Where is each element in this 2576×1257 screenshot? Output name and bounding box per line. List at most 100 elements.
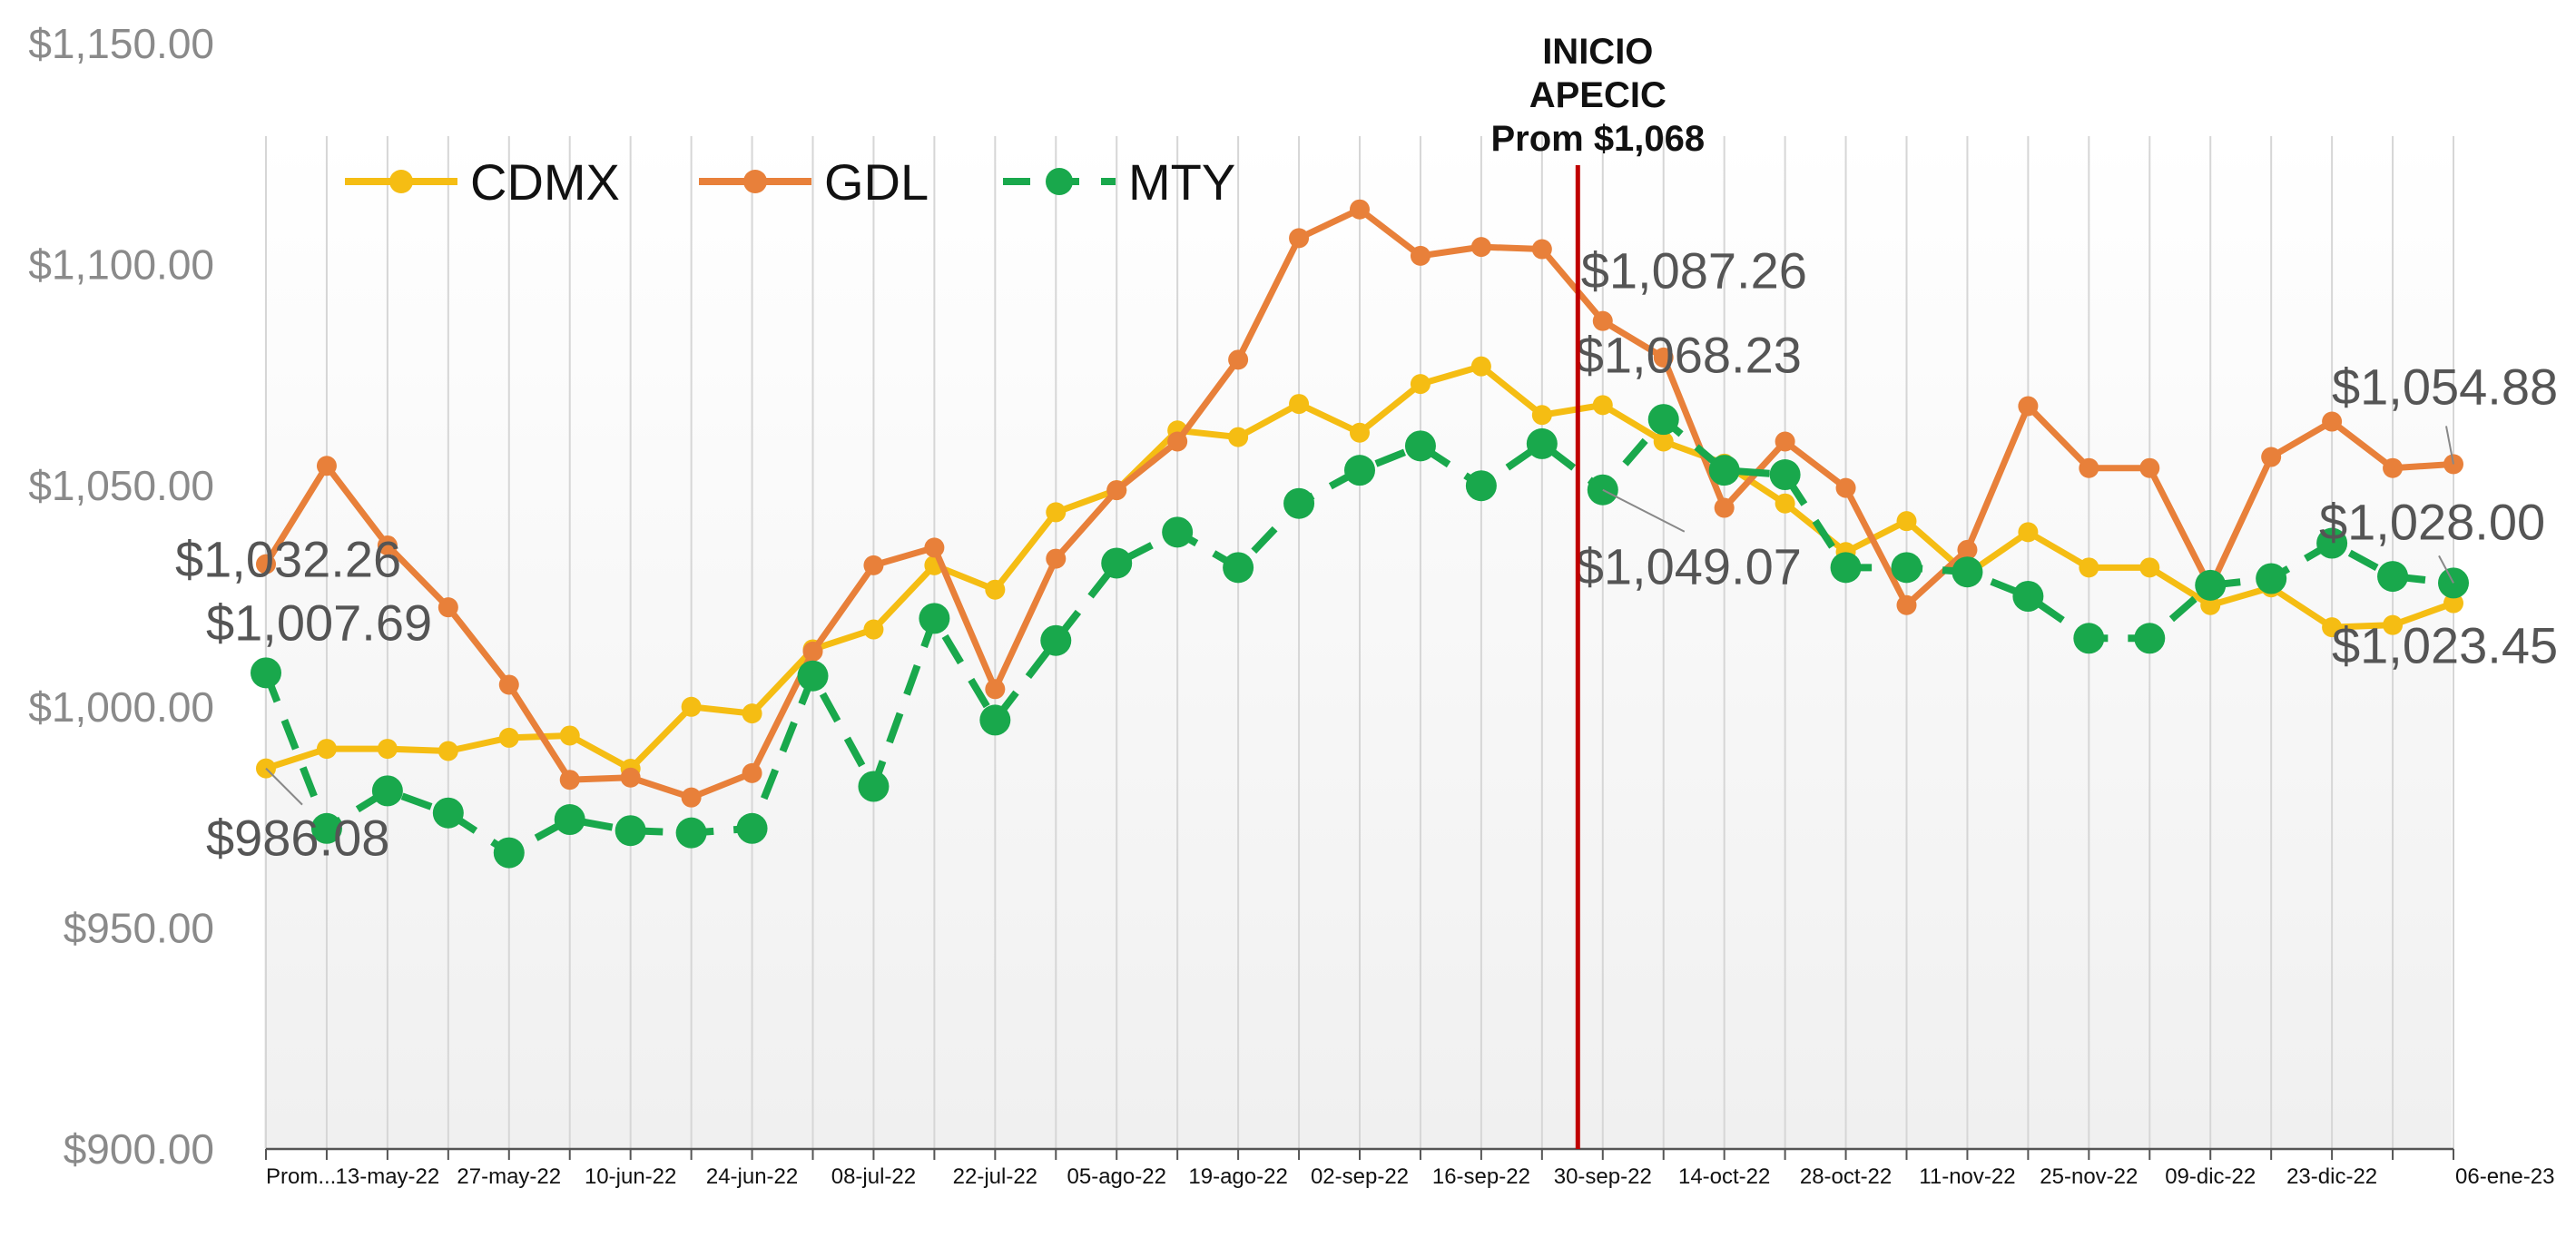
data-point-mty (1526, 427, 1558, 459)
data-point-cdmx (1653, 431, 1674, 452)
value-callout-gdl: $1,087.26 (1581, 242, 1807, 300)
data-point-cdmx (2018, 522, 2039, 543)
annotation-label: APECIC (1529, 75, 1667, 115)
data-point-gdl (377, 535, 398, 555)
data-point-mty (2377, 561, 2409, 593)
data-point-gdl (1350, 199, 1370, 220)
x-tick-label: 13-may-22 (336, 1164, 440, 1189)
data-point-gdl (256, 554, 276, 574)
data-point-mty (1891, 552, 1922, 584)
data-point-gdl (1714, 497, 1735, 518)
x-tick-label: 23-dic-22 (2286, 1164, 2377, 1189)
x-tick-label: 30-sep-22 (1554, 1164, 1652, 1189)
data-point-mty (1040, 624, 1072, 656)
data-point-cdmx (2139, 557, 2160, 578)
data-point-cdmx (1289, 394, 1310, 415)
data-point-gdl (1531, 239, 1552, 260)
callout-leader-line (2445, 426, 2454, 465)
callout-leader-line (1602, 488, 1686, 533)
data-point-gdl (438, 597, 458, 618)
legend-label-gdl: GDL (824, 153, 929, 211)
x-tick-label: 05-ago-22 (1067, 1164, 1166, 1189)
data-point-gdl (2443, 454, 2463, 475)
data-point-gdl (2383, 457, 2404, 478)
data-point-cdmx (559, 725, 580, 746)
data-point-mty (493, 837, 525, 869)
data-point-cdmx (2322, 617, 2343, 638)
data-point-mty (2195, 569, 2227, 601)
data-point-mty (736, 812, 768, 844)
y-tick-label: $1,000.00 (28, 683, 214, 731)
y-tick-label: $1,050.00 (28, 462, 214, 509)
data-point-mty (1344, 455, 1375, 486)
data-point-gdl (681, 787, 702, 808)
data-point-mty (2256, 563, 2287, 594)
data-point-gdl (802, 641, 823, 662)
x-tick-label: 27-may-22 (457, 1164, 561, 1189)
data-point-cdmx (1350, 422, 1370, 443)
data-point-mty (919, 603, 950, 634)
data-point-cdmx (498, 727, 519, 748)
y-tick-label: $1,100.00 (28, 241, 214, 289)
y-tick-label: $900.00 (64, 1125, 214, 1173)
x-tick-label: 16-sep-22 (1432, 1164, 1530, 1189)
series-lines (251, 199, 2469, 869)
data-point-gdl (2322, 411, 2343, 432)
legend-label-cdmx: CDMX (470, 153, 620, 211)
x-tick-label: 02-sep-22 (1311, 1164, 1409, 1189)
y-tick-label: $950.00 (64, 904, 214, 951)
data-point-gdl (1228, 349, 1249, 370)
data-point-cdmx (2443, 593, 2463, 614)
plot-area (264, 136, 2452, 1148)
data-point-mty (1223, 552, 1254, 584)
value-callouts: $1,032.26 $1,007.69 $986.08 $1,087.26 $1,068… (175, 242, 2558, 867)
data-point-mty (1283, 487, 1315, 519)
x-tick-label: 19-ago-22 (1188, 1164, 1287, 1189)
data-point-gdl (1410, 245, 1431, 266)
data-point-mty (1404, 430, 1436, 462)
x-tick-label: 24-jun-22 (706, 1164, 798, 1189)
data-point-mty (797, 660, 829, 692)
legend-marker-mty (1046, 168, 1073, 195)
data-point-mty (2316, 527, 2348, 559)
value-callout-cdmx: $986.08 (206, 810, 389, 867)
data-point-cdmx (316, 739, 337, 760)
data-point-gdl (559, 770, 580, 791)
data-point-mty (1647, 404, 1679, 436)
data-point-mty (554, 804, 585, 836)
data-point-gdl (1106, 480, 1127, 501)
x-tick-label: 25-nov-22 (2040, 1164, 2138, 1189)
data-point-gdl (316, 456, 337, 476)
legend-label-mty: MTY (1128, 153, 1235, 211)
data-point-cdmx (1228, 427, 1249, 447)
data-point-cdmx (1775, 493, 1795, 514)
data-point-cdmx (2079, 557, 2099, 578)
data-point-cdmx (1592, 395, 1613, 416)
data-point-cdmx (1410, 374, 1431, 395)
data-point-mty (1830, 552, 1862, 584)
data-point-gdl (1046, 548, 1067, 569)
data-point-cdmx (863, 619, 884, 640)
data-point-gdl (1775, 431, 1795, 452)
data-point-mty (2073, 623, 2105, 654)
data-point-gdl (1896, 594, 1917, 615)
annotation-label: Prom $1,068 (1490, 119, 1705, 159)
data-point-gdl (2261, 447, 2282, 467)
legend-marker-cdmx (389, 170, 413, 193)
data-point-mty (675, 817, 707, 849)
data-point-mty (310, 812, 342, 844)
annotation-label: INICIO (1542, 32, 1653, 72)
data-point-gdl (2079, 457, 2099, 478)
value-callout-gdl: $1,054.88 (2332, 358, 2558, 415)
data-point-mty (2012, 581, 2044, 612)
x-tick-label: 28-oct-22 (1800, 1164, 1892, 1189)
data-point-cdmx (438, 741, 458, 761)
data-point-cdmx (2383, 614, 2404, 635)
data-point-gdl (1835, 477, 1856, 498)
data-point-gdl (1470, 237, 1491, 258)
data-point-cdmx (1470, 356, 1491, 377)
legend-marker-gdl (743, 170, 767, 193)
